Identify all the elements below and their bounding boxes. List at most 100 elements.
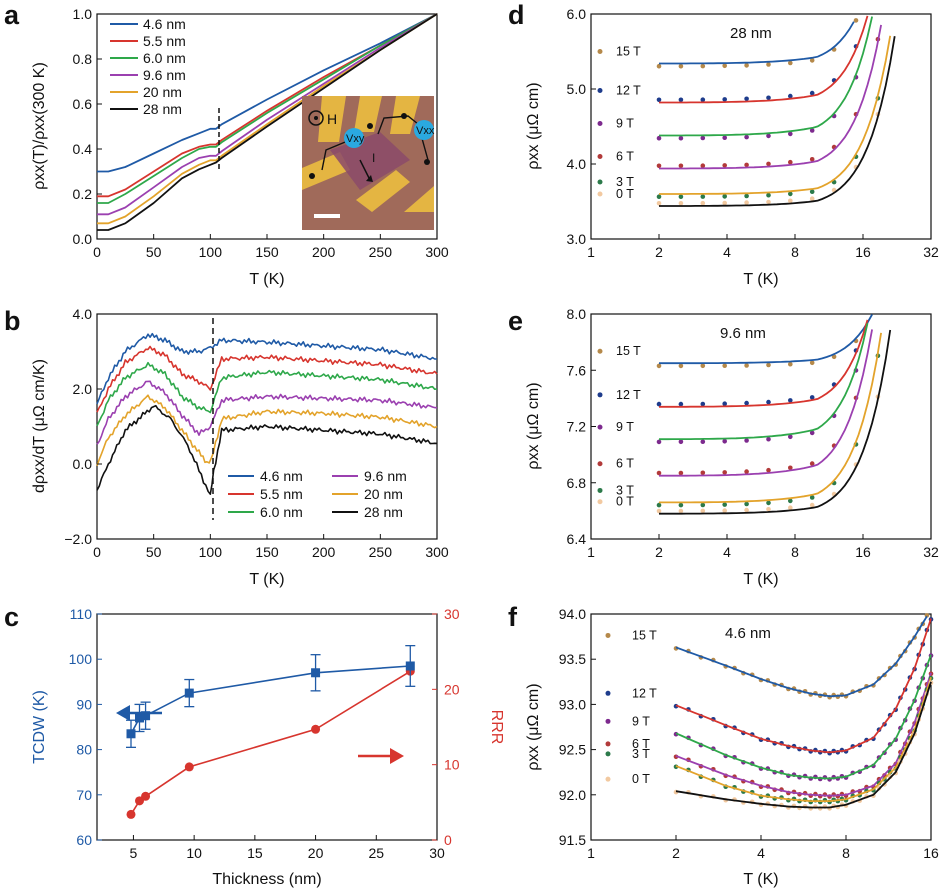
x-tick-label: 4 [723,244,731,260]
xlabel-c: Thickness (nm) [212,871,321,888]
yticks-left-c: 60 70 80 90 100 110 [69,606,102,848]
x-tick-label: 1 [587,244,595,260]
x-tick-label: 300 [425,244,449,260]
series-group-e [656,314,892,515]
field-label: 15 T [616,344,641,358]
field-direction-dot [314,116,318,120]
data-point [722,135,727,140]
data-point [678,439,684,445]
panel-letter-e: e [508,306,523,336]
y-tick-label: 7.2 [567,419,587,435]
ylabel-e: ρxx (μΩ cm) [525,382,542,469]
inset-label-i: I [372,151,375,165]
inset-electrode [354,96,382,132]
y-tick-label-right: 10 [444,757,460,773]
data-point [656,470,662,476]
x-tick-label: 16 [855,544,871,560]
x-tick-label: 5 [130,845,138,861]
field-marker [605,690,611,696]
field-marker [605,741,611,747]
title-e: 9.6 nm [720,325,766,342]
data-point [809,502,815,508]
current-arrow-head [366,175,373,182]
x-tick-label: 15 [247,845,263,861]
data-point [700,97,706,102]
yticks-b: −2.0 0.0 2.0 4.0 [64,306,102,547]
data-point [678,63,684,69]
legend-label: 5.5 nm [143,33,186,49]
vxy-badge-icon [344,128,364,148]
ylabel-f: ρxx (μΩ cm) [525,683,542,770]
inset-label-vxx: Vxx [416,125,435,137]
fit-line [659,323,869,441]
field-label: 0 T [616,495,634,509]
data-point [700,200,706,206]
y-tick-label: −2.0 [64,531,92,547]
field-labels-e: 15 T 12 T 9 T 6 T 3 T0 T [597,344,641,509]
data-point [744,501,749,507]
yticks-f: 91.5 92.0 92.5 93.0 93.5 94.0 [559,606,596,848]
fit-line [659,332,882,504]
field-label: 6 T [632,737,650,751]
data-point [788,198,793,204]
inset-electrode [302,152,350,190]
rrr-point [184,762,194,772]
fit-line [675,672,932,797]
data-point [766,399,771,405]
field-marker [597,179,603,185]
plot-frame-d [590,13,932,240]
fit-line [659,329,892,515]
xticks-f: 1 2 4 8 16 [587,835,939,861]
field-marker [605,632,611,638]
xticks-b: 0 50 100 150 200 250 300 [93,534,449,560]
series-line [96,394,438,467]
field-marker [597,487,603,493]
data-point [700,63,706,69]
data-point [700,508,706,514]
y-tick-label: 0.6 [73,96,93,112]
data-point [766,436,771,442]
data-point [766,133,771,139]
inset-contact [401,113,407,119]
series-group-a [97,13,438,231]
legend-label: 9.6 nm [364,468,407,484]
data-point [788,498,793,504]
data-point [809,495,815,500]
series-line [97,13,438,198]
fit-line [659,35,892,195]
data-point [809,90,815,96]
ylabel-a: ρxx(T)/ρxx(300 K) [31,62,48,190]
series-line [96,404,438,496]
data-point [656,363,662,369]
data-point [700,470,706,476]
series-line [97,13,438,204]
data-point [788,465,793,471]
data-point [678,401,684,407]
fit-line [659,15,869,104]
x-tick-label: 4 [757,845,765,861]
data-point [744,507,749,513]
field-marker [597,121,603,126]
field-label: 12 T [632,686,657,700]
data-point [678,194,684,199]
data-point [788,361,793,367]
panel-d: d 28 nm 15 T 12 T 9 T 6 T 3 T0 T 3.0 4.0 5.0 6.… [508,0,939,288]
y-tick-label: 90 [76,696,92,712]
x-tick-label: 100 [199,544,223,560]
inset-micrograph: H Vxy Vxx I [302,96,435,230]
data-point [656,502,662,508]
data-point [722,401,727,407]
data-point [766,161,771,167]
data-point [656,439,662,445]
x-tick-label: 8 [791,544,799,560]
legend-b: 4.6 nm 9.6 nm 5.5 nm 20 nm 6.0 nm 28 nm [228,468,407,520]
data-point [700,194,706,199]
field-marker [597,49,603,54]
fit-line [659,314,873,365]
field-marker [597,499,603,505]
inset-label-vxy: Vxy [346,133,365,145]
data-point [722,363,727,369]
field-label: 3 T [632,747,650,761]
